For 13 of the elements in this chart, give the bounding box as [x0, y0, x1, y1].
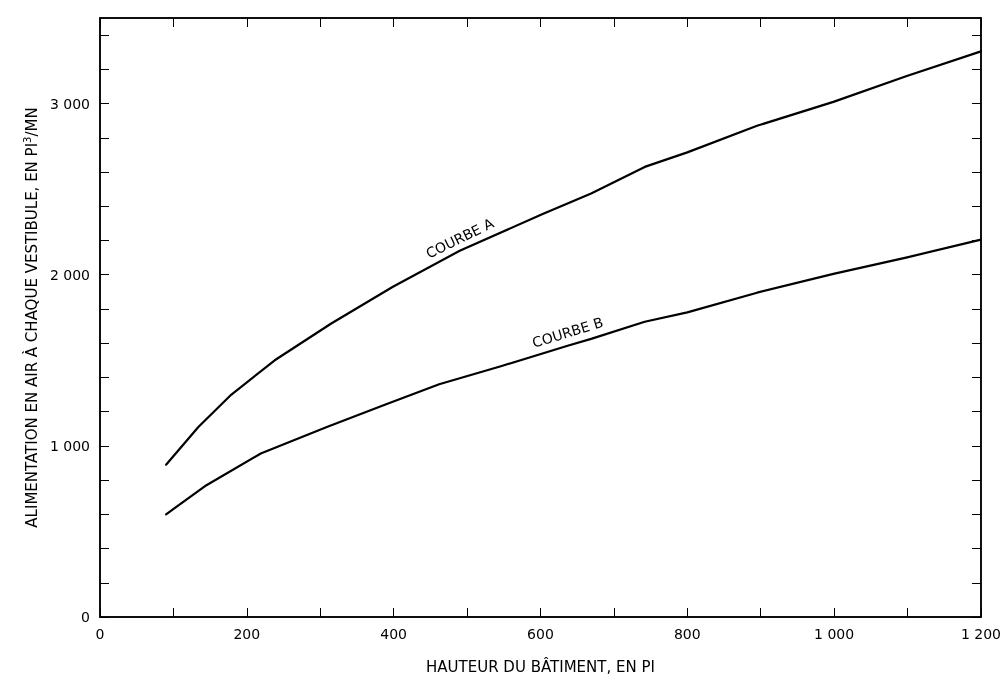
x-axis-title: HAUTEUR DU BÂTIMENT, EN PI	[426, 656, 655, 676]
y-tick-label: 3 000	[49, 95, 90, 112]
y-tick-label: 2 000	[49, 266, 90, 283]
x-tick-label: 0	[95, 626, 105, 642]
x-tick-label: 1 200	[960, 626, 1002, 642]
x-tick-label: 800	[673, 626, 701, 642]
x-tick-label: 1 000	[814, 626, 855, 642]
x-tick-label: 400	[380, 626, 408, 642]
y-tick-label: 1 000	[49, 437, 90, 454]
y-axis-title: ALIMENTATION EN AIR À CHAQUE VESTIBULE, EN PI3/MN	[21, 107, 41, 528]
x-tick-label: 600	[527, 626, 554, 642]
y-tick-label: 0	[81, 609, 90, 625]
x-tick-label: 200	[233, 626, 261, 642]
